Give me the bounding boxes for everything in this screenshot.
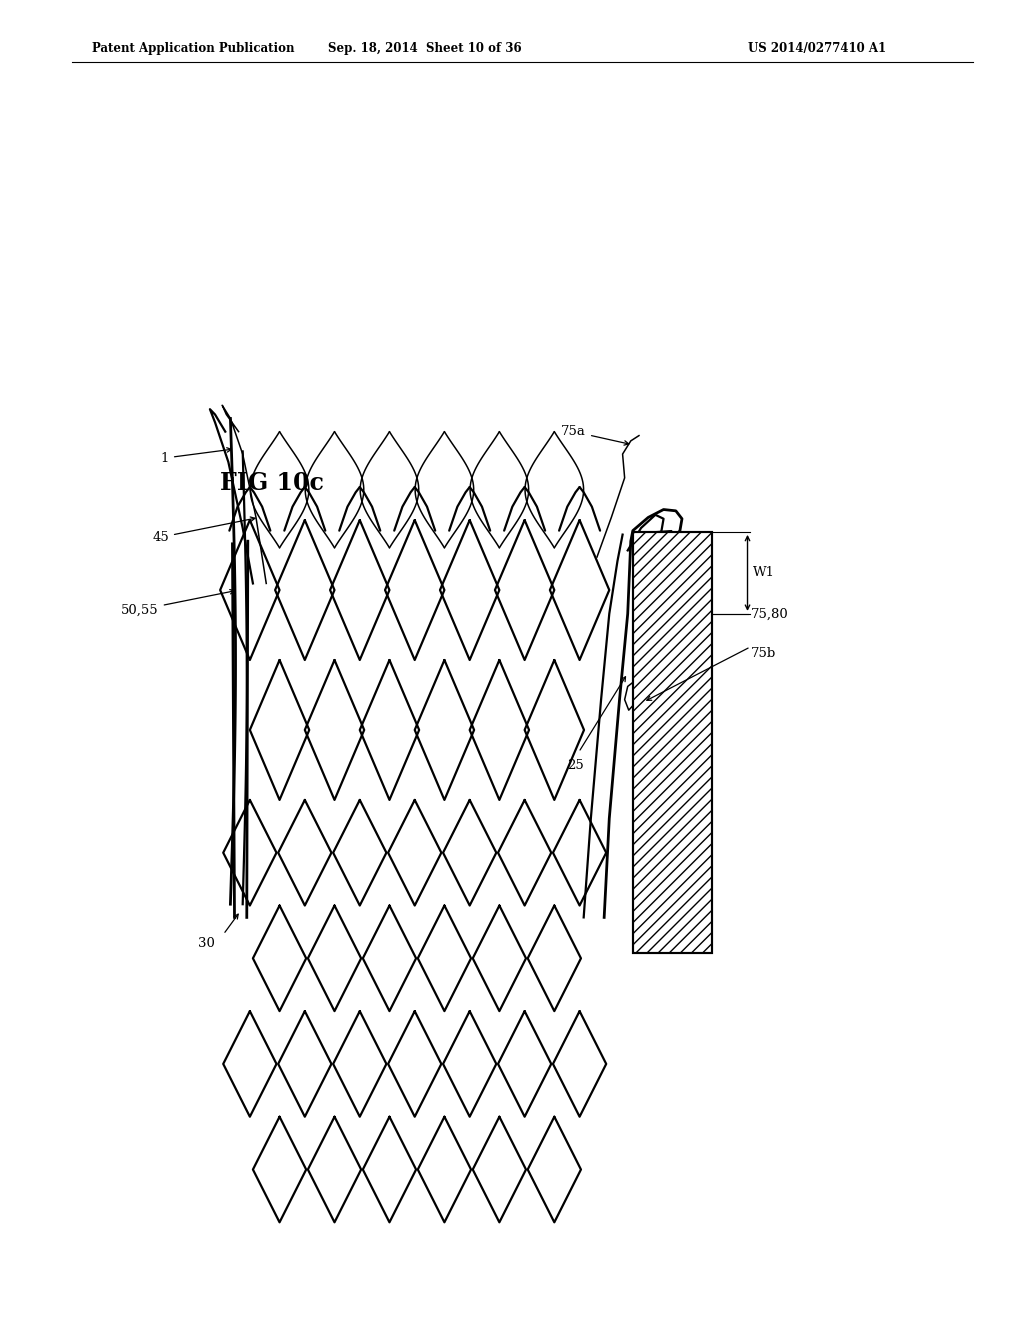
Text: 75,80: 75,80 (751, 607, 788, 620)
Text: 45: 45 (153, 517, 255, 544)
Text: Sep. 18, 2014  Sheet 10 of 36: Sep. 18, 2014 Sheet 10 of 36 (328, 42, 522, 55)
Text: 75b: 75b (751, 647, 776, 660)
Bar (633, 532, 712, 953)
Text: 1: 1 (161, 447, 231, 465)
Text: 30: 30 (199, 937, 215, 950)
Text: US 2014/0277410 A1: US 2014/0277410 A1 (748, 42, 886, 55)
Text: Patent Application Publication: Patent Application Publication (92, 42, 295, 55)
Text: FIG 10c: FIG 10c (220, 471, 324, 495)
Text: 75a: 75a (561, 425, 629, 445)
Bar (633, 532, 712, 953)
Text: 25: 25 (567, 759, 584, 772)
Text: 50,55: 50,55 (121, 590, 234, 616)
Text: W1: W1 (753, 566, 774, 579)
